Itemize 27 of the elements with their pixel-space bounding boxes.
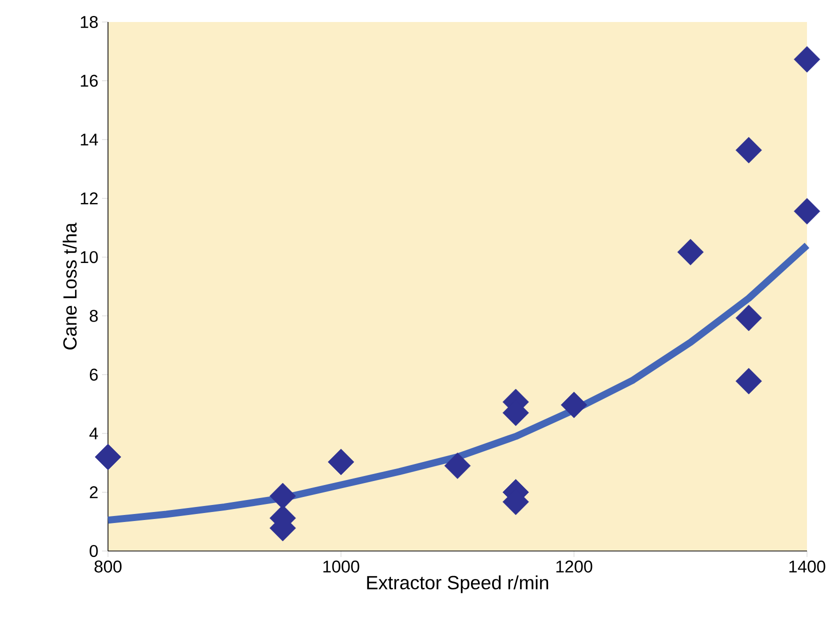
point [270, 482, 296, 510]
x-tick-label: 1000 [323, 560, 360, 573]
x-tick-label: 1400 [789, 560, 826, 573]
y-tick-label: 12 [80, 192, 98, 204]
y-tick-label: 0 [90, 544, 98, 558]
x-tick-label: 800 [94, 560, 122, 573]
y-tick-label: 14 [80, 134, 98, 146]
point [444, 452, 471, 479]
x-axis-title: Extractor Speed r/min [367, 575, 548, 594]
y-tick-label: 6 [90, 368, 98, 381]
y-tick-label: 16 [80, 74, 98, 87]
y-tick-label: 10 [80, 251, 98, 264]
point [736, 136, 762, 164]
point [328, 448, 354, 476]
point [794, 198, 820, 224]
y-tick-label: 8 [90, 310, 98, 322]
point [736, 368, 762, 394]
y-tick-label: 18 [80, 16, 98, 28]
point [677, 238, 704, 266]
point [94, 444, 122, 470]
point [736, 304, 762, 332]
y-tick-label: 2 [90, 486, 98, 498]
x-tick-label: 1200 [556, 560, 592, 573]
point [560, 392, 588, 418]
point [794, 46, 820, 73]
y-axis-title: Cane Loss t/ha [62, 222, 77, 350]
y-tick-label: 4 [89, 428, 98, 440]
